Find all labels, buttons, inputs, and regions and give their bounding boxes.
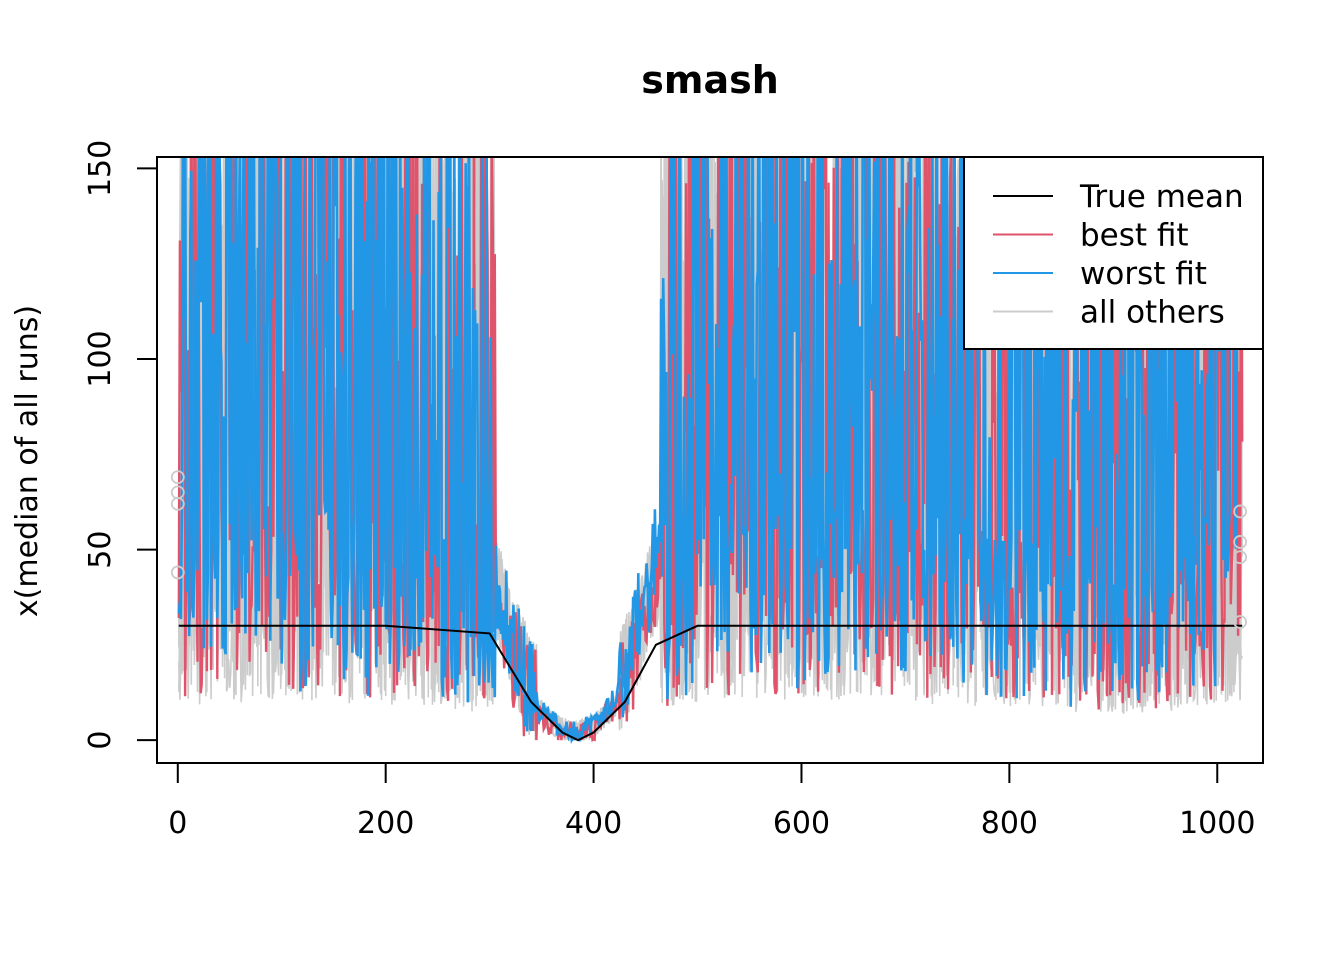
legend-label-true-mean: True mean (1079, 179, 1244, 215)
legend-label-best-fit: best fit (1080, 218, 1189, 254)
legend-label-all-others: all others (1080, 295, 1225, 331)
series-point-all-others (170, 485, 185, 500)
x-axis: 0 200 400 600 800 1000 (168, 762, 1255, 841)
x-tick-label: 400 (565, 806, 622, 841)
series-point-all-others (170, 565, 185, 580)
series-point-all-others (170, 470, 185, 485)
x-tick-label: 800 (981, 806, 1038, 841)
series-point-all-others (1233, 550, 1248, 565)
series-point-all-others (1233, 535, 1248, 549)
y-axis: 0 50 100 150 (83, 140, 158, 750)
x-tick-label: 200 (357, 806, 414, 841)
series-layer (170, 157, 1248, 745)
y-tick-label: 100 (83, 330, 118, 387)
series-point-all-others (1233, 615, 1248, 629)
x-tick-label: 600 (773, 806, 830, 841)
legend-label-worst-fit: worst fit (1080, 256, 1207, 292)
x-tick-label: 1000 (1179, 806, 1255, 841)
series-line-true-mean (178, 624, 1243, 742)
x-tick-label: 0 (168, 806, 187, 841)
series-point-all-others (1233, 504, 1248, 519)
y-tick-label: 150 (83, 140, 118, 197)
y-axis-label: x(median of all runs) (10, 305, 45, 617)
y-tick-label: 50 (83, 531, 118, 569)
y-tick-label: 0 (83, 731, 118, 750)
chart-title: smash (641, 58, 779, 102)
legend-box (963, 156, 1264, 350)
